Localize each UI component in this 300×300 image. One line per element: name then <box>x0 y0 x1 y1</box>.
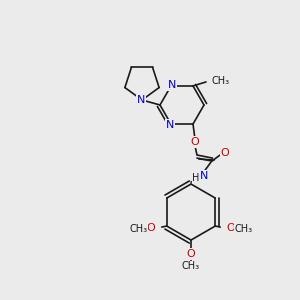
Text: CH₃: CH₃ <box>211 76 229 86</box>
Text: O: O <box>190 137 200 147</box>
Text: N: N <box>168 80 176 90</box>
Text: N: N <box>137 95 145 105</box>
Text: N: N <box>200 171 208 181</box>
Text: O: O <box>220 148 230 158</box>
Text: H: H <box>192 173 200 183</box>
Text: O: O <box>187 249 195 259</box>
Text: CH₃: CH₃ <box>182 261 200 271</box>
Text: O: O <box>227 223 236 233</box>
Text: O: O <box>146 223 155 233</box>
Text: N: N <box>166 120 174 130</box>
Text: CH₃: CH₃ <box>130 224 148 234</box>
Text: CH₃: CH₃ <box>234 224 252 234</box>
